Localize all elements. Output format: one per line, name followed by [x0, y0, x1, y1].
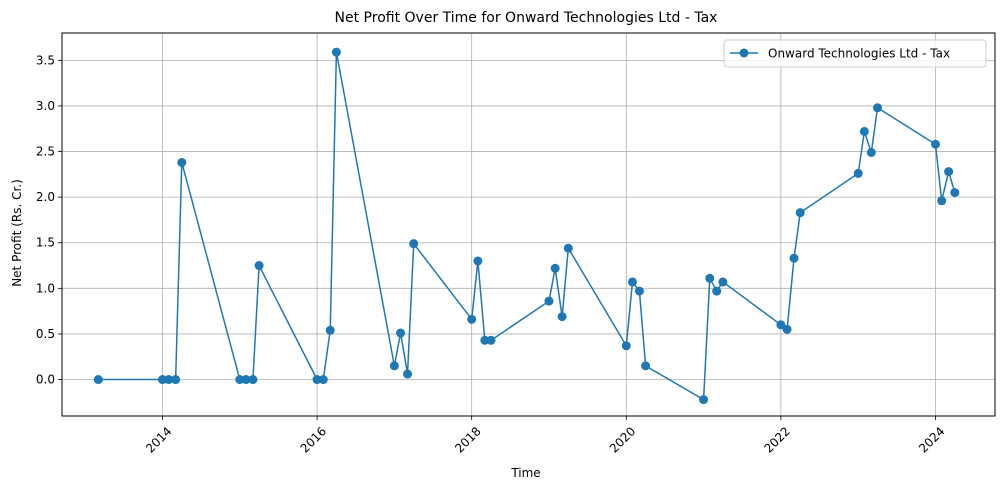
data-point	[712, 286, 722, 296]
data-point	[950, 188, 960, 198]
data-point	[641, 361, 651, 371]
data-point	[557, 312, 567, 322]
x-axis-title: Time	[510, 466, 540, 480]
y-tick-label: 0.0	[36, 373, 55, 387]
data-point	[627, 277, 637, 287]
data-point	[331, 47, 341, 57]
chart-title: Net Profit Over Time for Onward Technolo…	[335, 10, 718, 26]
data-point	[859, 126, 869, 136]
data-point	[486, 335, 496, 345]
data-point	[403, 369, 413, 379]
legend: Onward Technologies Ltd - Tax	[723, 39, 987, 68]
y-tick-label: 2.5	[36, 145, 55, 159]
data-point	[325, 325, 335, 335]
data-point	[171, 375, 181, 385]
data-point	[396, 328, 406, 338]
data-point	[621, 341, 631, 351]
data-point	[409, 239, 419, 249]
y-tick-label: 0.5	[36, 327, 55, 341]
legend-label: Onward Technologies Ltd - Tax	[768, 47, 950, 61]
data-point	[795, 208, 805, 218]
y-tick-label: 2.0	[36, 190, 55, 204]
y-tick-label: 3.0	[36, 99, 55, 113]
data-point	[544, 296, 554, 306]
data-point	[235, 375, 245, 385]
data-point	[177, 157, 187, 167]
plot-frame	[61, 32, 996, 417]
data-point	[254, 261, 264, 271]
data-point	[718, 277, 728, 287]
data-point	[318, 375, 328, 385]
data-point	[853, 168, 863, 178]
data-point	[467, 314, 477, 324]
data-point	[93, 375, 103, 385]
data-point	[866, 147, 876, 157]
data-point	[776, 320, 786, 330]
data-point	[789, 253, 799, 263]
data-point	[705, 273, 715, 283]
data-point	[157, 375, 167, 385]
data-point	[248, 375, 258, 385]
data-point	[164, 375, 174, 385]
y-tick-label: 3.5	[36, 53, 55, 67]
data-point	[389, 361, 399, 371]
data-point	[480, 335, 490, 345]
data-point	[930, 139, 940, 149]
data-point	[312, 375, 322, 385]
y-axis: 0.0 0.5 1.0 1.5 2.0 2.5 3.0 3.5	[36, 53, 62, 387]
data-point	[699, 395, 709, 405]
y-tick-label: 1.0	[36, 281, 55, 295]
legend-marker	[739, 48, 749, 58]
data-point	[634, 286, 644, 296]
data-point	[550, 263, 560, 273]
data-point	[473, 256, 483, 266]
data-point	[937, 196, 947, 206]
series-layer	[93, 47, 960, 405]
data-point	[563, 243, 573, 253]
data-point	[782, 324, 792, 334]
y-tick-label: 1.5	[36, 236, 55, 250]
legend-box	[723, 39, 987, 68]
y-axis-title: Net Profit (Rs. Cr.)	[10, 179, 24, 287]
data-point	[873, 103, 883, 113]
data-point	[944, 167, 954, 177]
data-point	[241, 375, 251, 385]
